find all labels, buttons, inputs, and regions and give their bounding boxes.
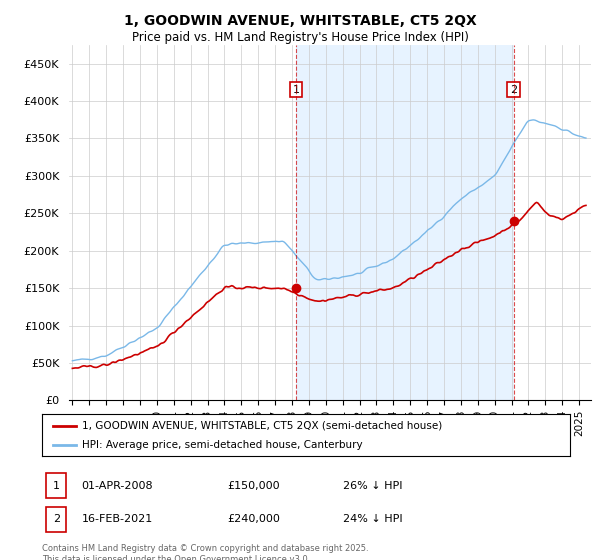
Text: HPI: Average price, semi-detached house, Canterbury: HPI: Average price, semi-detached house,…: [82, 440, 362, 450]
Text: 01-APR-2008: 01-APR-2008: [82, 481, 153, 491]
Text: 24% ↓ HPI: 24% ↓ HPI: [343, 515, 403, 524]
Text: 2: 2: [510, 85, 517, 95]
Text: Price paid vs. HM Land Registry's House Price Index (HPI): Price paid vs. HM Land Registry's House …: [131, 31, 469, 44]
Text: 26% ↓ HPI: 26% ↓ HPI: [343, 481, 403, 491]
Text: 2: 2: [53, 515, 60, 524]
Text: 1, GOODWIN AVENUE, WHITSTABLE, CT5 2QX (semi-detached house): 1, GOODWIN AVENUE, WHITSTABLE, CT5 2QX (…: [82, 421, 442, 431]
Text: £150,000: £150,000: [227, 481, 280, 491]
FancyBboxPatch shape: [46, 473, 66, 498]
Text: 1: 1: [53, 481, 60, 491]
Text: 16-FEB-2021: 16-FEB-2021: [82, 515, 153, 524]
Text: Contains HM Land Registry data © Crown copyright and database right 2025.
This d: Contains HM Land Registry data © Crown c…: [42, 544, 368, 560]
Bar: [296, 45, 514, 400]
FancyBboxPatch shape: [46, 507, 66, 532]
Text: 1, GOODWIN AVENUE, WHITSTABLE, CT5 2QX: 1, GOODWIN AVENUE, WHITSTABLE, CT5 2QX: [124, 14, 476, 28]
Text: 1: 1: [293, 85, 300, 95]
Text: £240,000: £240,000: [227, 515, 280, 524]
